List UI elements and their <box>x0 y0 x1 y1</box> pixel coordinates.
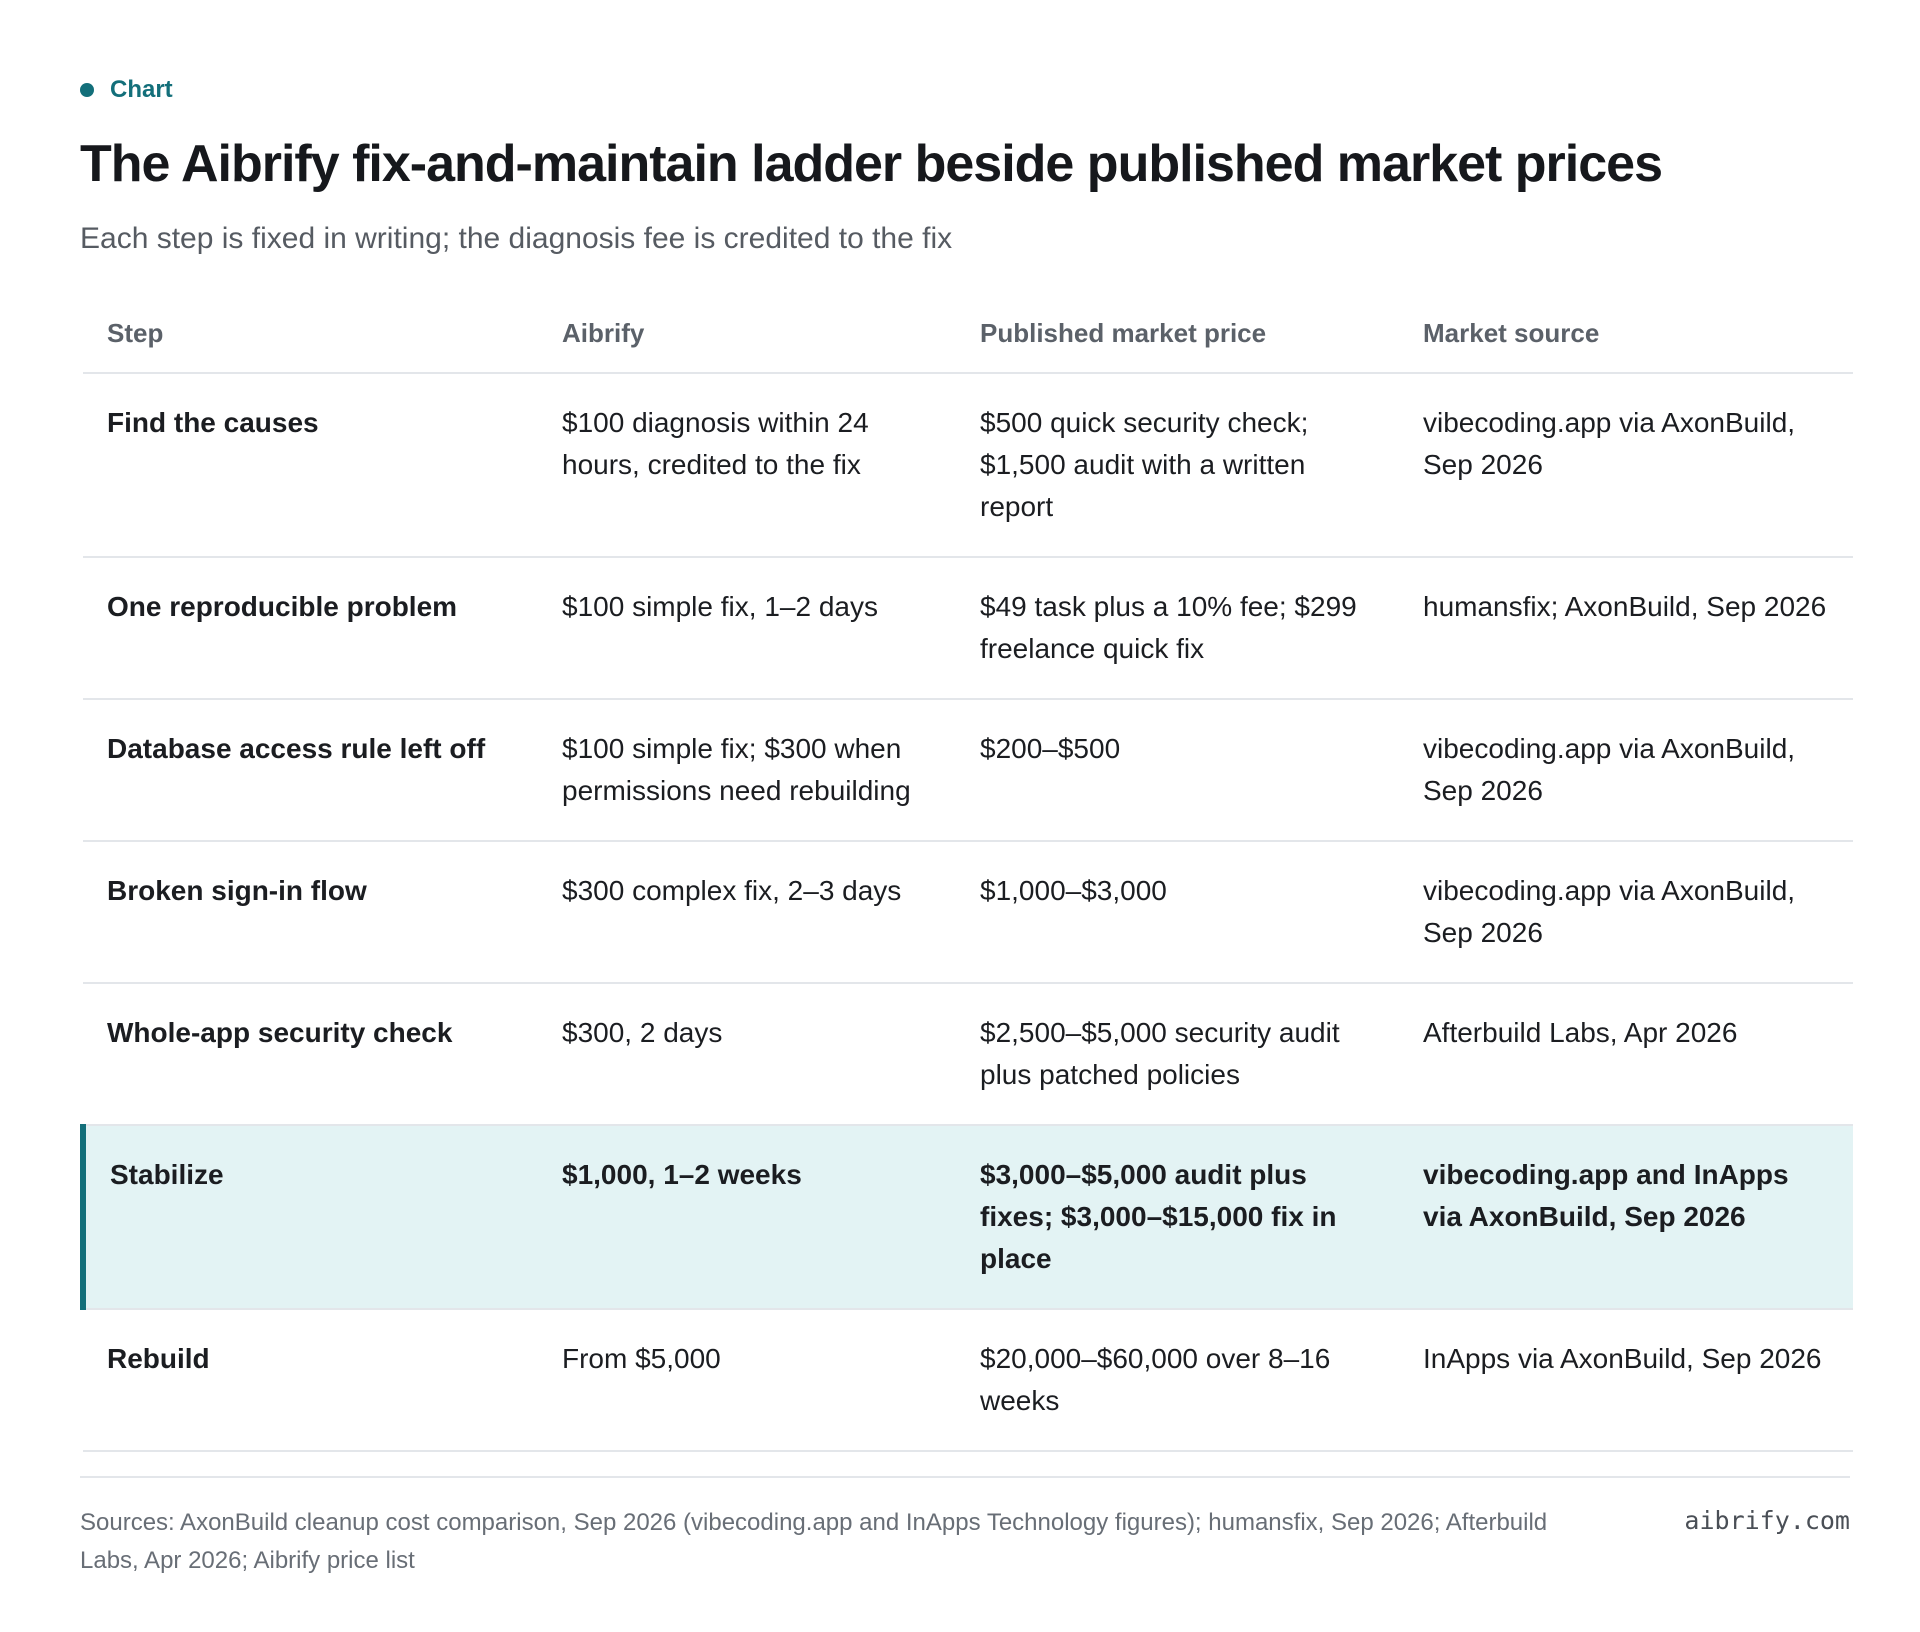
cell-market-source: vibecoding.app via AxonBuild, Sep 2026 <box>1399 841 1853 984</box>
cell-aibrify: $100 diagnosis within 24 hours, credited… <box>538 373 956 558</box>
footer-divider <box>80 1476 1850 1478</box>
table-header-row: Step Aibrify Published market price Mark… <box>83 300 1853 374</box>
cell-market-price: $500 quick security check; $1,500 audit … <box>956 373 1399 558</box>
cell-aibrify: $100 simple fix, 1–2 days <box>538 557 956 700</box>
brand-label: aibrify.com <box>1684 1506 1850 1535</box>
kicker-dot-icon <box>80 83 94 97</box>
cell-market-price: $200–$500 <box>956 699 1399 842</box>
cell-step: Whole-app security check <box>83 983 538 1126</box>
column-header-step: Step <box>83 300 538 374</box>
cell-market-source: vibecoding.app via AxonBuild, Sep 2026 <box>1399 699 1853 842</box>
cell-market-price: $2,500–$5,000 security audit plus patche… <box>956 983 1399 1126</box>
table-row-highlighted: Stabilize $1,000, 1–2 weeks $3,000–$5,000 … <box>80 1125 1853 1310</box>
table-body: Find the causes $100 diagnosis within 24 … <box>80 373 1853 1452</box>
cell-market-price: $20,000–$60,000 over 8–16 weeks <box>956 1309 1399 1452</box>
cell-step: Database access rule left off <box>83 699 538 842</box>
kicker-label: Chart <box>110 76 173 103</box>
cell-step: Stabilize <box>80 1125 538 1310</box>
column-header-market-price: Published market price <box>956 300 1399 374</box>
cell-market-source: InApps via AxonBuild, Sep 2026 <box>1399 1309 1853 1452</box>
cell-market-source: humansfix; AxonBuild, Sep 2026 <box>1399 557 1853 700</box>
kicker: Chart <box>80 76 173 104</box>
cell-aibrify: From $5,000 <box>538 1309 956 1452</box>
column-header-aibrify: Aibrify <box>538 300 956 374</box>
cell-market-source: vibecoding.app and InApps via AxonBuild,… <box>1399 1125 1853 1310</box>
cell-aibrify: $100 simple fix; $300 when permissions n… <box>538 699 956 842</box>
cell-market-source: Afterbuild Labs, Apr 2026 <box>1399 983 1853 1126</box>
cell-market-source: vibecoding.app via AxonBuild, Sep 2026 <box>1399 373 1853 558</box>
sources-note: Sources: AxonBuild cleanup cost comparis… <box>80 1509 1548 1574</box>
price-table: Step Aibrify Published market price Mark… <box>80 300 1853 1452</box>
table-row: Database access rule left off $100 simple… <box>83 699 1853 842</box>
cell-aibrify: $300 complex fix, 2–3 days <box>538 841 956 984</box>
table-row: One reproducible problem $100 simple fix,… <box>83 557 1853 700</box>
cell-step: Rebuild <box>83 1309 538 1452</box>
cell-step: Broken sign-in flow <box>83 841 538 984</box>
cell-aibrify: $300, 2 days <box>538 983 956 1126</box>
cell-aibrify: $1,000, 1–2 weeks <box>538 1125 956 1310</box>
cell-market-price: $1,000–$3,000 <box>956 841 1399 984</box>
table-row: Find the causes $100 diagnosis within 24 … <box>83 373 1853 558</box>
chart-subtitle: Each step is fixed in writing; the diagn… <box>80 222 953 255</box>
table-row: Rebuild From $5,000 $20,000–$60,000 over 8… <box>83 1309 1853 1452</box>
table-row: Whole-app security check $300, 2 days $2,5… <box>83 983 1853 1126</box>
cell-market-price: $49 task plus a 10% fee; $299 freelance … <box>956 557 1399 700</box>
table-row: Broken sign-in flow $300 complex fix, 2–3… <box>83 841 1853 984</box>
column-header-market-source: Market source <box>1399 300 1853 374</box>
cell-market-price: $3,000–$5,000 audit plus fixes; $3,000–$… <box>956 1125 1399 1310</box>
cell-step: Find the causes <box>83 373 538 558</box>
cell-step: One reproducible problem <box>83 557 538 700</box>
chart-title: The Aibrify fix-and-maintain ladder besi… <box>80 135 1663 193</box>
